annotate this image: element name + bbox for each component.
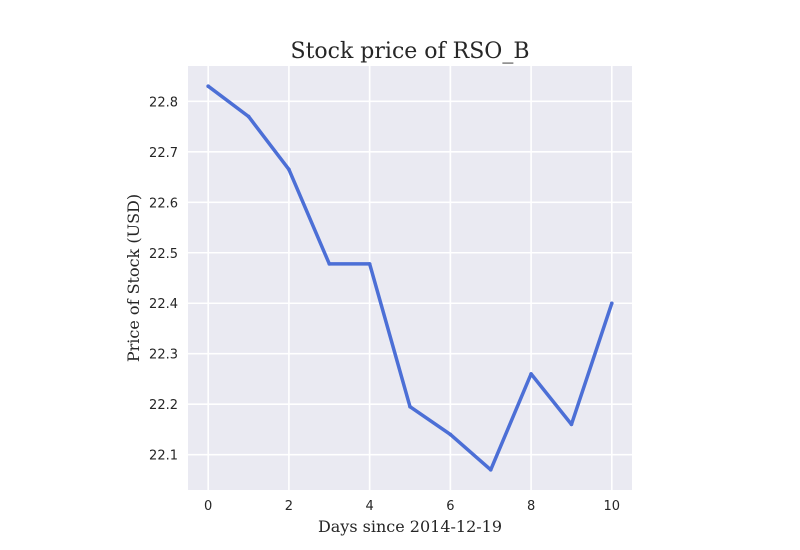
x-tick-label: 8: [527, 499, 535, 514]
series-layer: [206, 84, 614, 472]
data-point: [569, 422, 574, 427]
y-tick-label: 22.1: [149, 449, 178, 464]
data-point: [327, 262, 332, 266]
data-point: [529, 372, 533, 376]
data-point: [488, 468, 493, 472]
chart-title: Stock price of RSO_B: [291, 39, 530, 64]
data-point: [448, 432, 453, 437]
y-tick-label: 22.4: [149, 297, 178, 312]
y-tick-label: 22.5: [149, 247, 178, 262]
y-tick-label: 22.7: [149, 146, 178, 161]
y-tick-label: 22.3: [149, 348, 178, 363]
y-tick-label: 22.8: [149, 95, 178, 110]
grid-lines: [188, 66, 632, 490]
y-tick-label: 22.2: [149, 398, 178, 413]
data-point: [408, 404, 412, 409]
plot-area: [188, 66, 632, 490]
x-tick-label: 10: [604, 499, 621, 514]
data-point: [610, 301, 614, 306]
x-tick-label: 6: [446, 499, 454, 514]
y-axis-label: Price of Stock (USD): [124, 194, 143, 362]
x-tick-label: 0: [204, 499, 212, 514]
x-tick-label: 2: [285, 499, 293, 514]
data-point: [367, 262, 372, 266]
data-point: [206, 84, 210, 88]
x-tick-label: 4: [365, 499, 373, 514]
tick-labels: 0 2 4 6 8 10 22.1 22.2 22.3 22.4 22.5 22.6 22.7 22.8: [149, 95, 620, 514]
y-tick-label: 22.6: [149, 196, 178, 211]
x-axis-label: Days since 2014-12-19: [318, 517, 502, 536]
data-point: [246, 114, 251, 119]
data-point: [287, 167, 291, 172]
